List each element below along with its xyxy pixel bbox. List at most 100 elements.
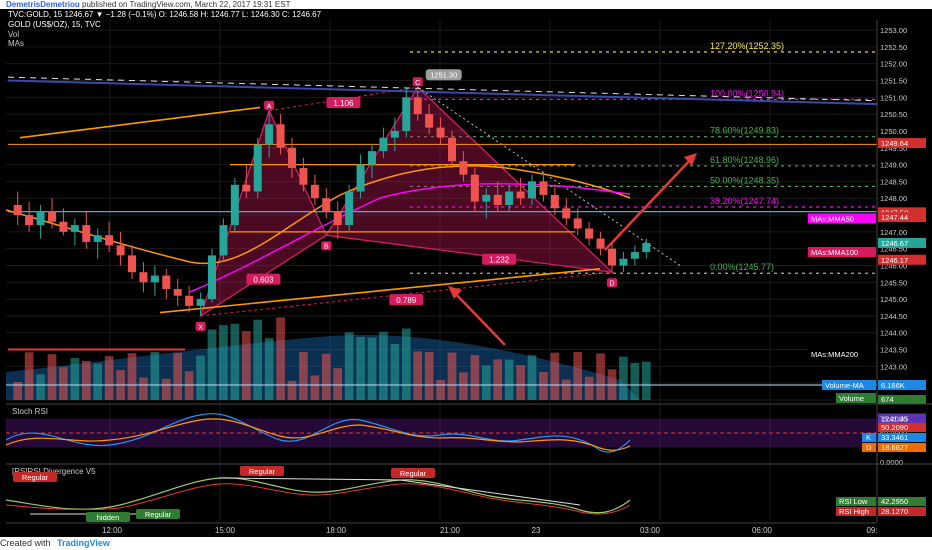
time-tick-label: 21:00 — [440, 526, 461, 535]
candle-body — [230, 184, 239, 226]
candle-body — [345, 191, 354, 226]
stoch-d-label: D — [866, 443, 872, 452]
time-axis-background — [0, 522, 932, 537]
footer-brand[interactable]: TradingView — [57, 538, 110, 548]
volume-bar — [104, 356, 114, 400]
ma-label-badge — [836, 393, 876, 403]
footer-created-with: Created with — [0, 538, 51, 548]
volume-bar — [596, 353, 605, 400]
volume-bar — [424, 352, 434, 400]
divergence-label: hidden — [97, 513, 120, 522]
volume-histogram — [6, 317, 877, 400]
stoch-d-label-badge — [862, 443, 876, 452]
candle-body — [208, 255, 216, 300]
pattern-point-badge — [321, 241, 332, 251]
trendline-dashed — [7, 76, 878, 102]
candle-body — [276, 124, 285, 148]
candle-body — [162, 275, 171, 290]
candle-body — [470, 174, 479, 202]
annotation-arrows — [448, 153, 697, 346]
volume-bar — [481, 365, 491, 400]
price-axis[interactable]: 1253.00 1252.50 1252.00 1251.50 1251.00 1250.… — [876, 20, 932, 530]
price-tick-label: 1251.00 — [880, 93, 907, 102]
stoch-level-badge — [878, 423, 926, 432]
candle-body — [608, 248, 616, 266]
price-badge-text: 1241.45 — [881, 414, 908, 423]
price-tick-label: 1243.50 — [880, 346, 907, 355]
volume-bar — [630, 362, 640, 400]
volume-bar — [310, 375, 320, 400]
stoch-k-label: K — [866, 433, 871, 442]
candle-body — [619, 258, 628, 266]
stoch-d-value: 18.6627 — [881, 443, 908, 452]
volume-bar — [299, 352, 308, 400]
volume-bar — [401, 328, 411, 400]
volume-bar — [219, 325, 228, 400]
price-tick-label: 1249.00 — [880, 161, 907, 170]
candle-body — [356, 164, 365, 192]
legend-mas: MAs — [8, 39, 24, 48]
price-badge-text: 1246.17 — [881, 256, 908, 265]
candle-body — [59, 221, 68, 232]
stoch-d-badge — [878, 443, 926, 452]
volume-bar — [59, 367, 68, 400]
stoch-k-label-badge — [862, 433, 876, 442]
candle-body — [630, 252, 639, 259]
volume-bar — [70, 358, 80, 400]
candle-body — [596, 238, 605, 249]
volume-bar — [230, 323, 240, 400]
price-tick-label: 1251.50 — [880, 77, 907, 86]
legend-title: GOLD (US$/OZ), 15, TVC — [8, 20, 101, 29]
volume-badge-text: 674 — [881, 395, 894, 404]
volume-bar — [379, 331, 388, 400]
pattern-point-label: C — [415, 80, 420, 87]
rsi-low-label-badge — [836, 497, 876, 506]
volume-bar — [287, 380, 297, 400]
price-tick-label: 1249.50 — [880, 144, 907, 153]
trendline-support — [159, 268, 601, 314]
arrow-up-right-shaft — [604, 157, 693, 251]
divergence-label: Regular — [249, 467, 276, 476]
divergence-badge — [136, 509, 180, 519]
pattern-triangle-xab — [199, 109, 328, 318]
volume-bar — [184, 371, 194, 400]
time-tick-label: 09: — [866, 526, 877, 535]
pattern-point-label: A — [267, 103, 272, 110]
stoch-rsi-pane[interactable]: Stoch RSI75.000050.000025.00000.000050.2… — [5, 403, 932, 467]
rsi-low-label: RSI Low — [839, 497, 868, 506]
candle-body — [413, 97, 422, 115]
candle-body — [265, 124, 274, 145]
divergence-line — [399, 479, 581, 506]
pattern-ratio-badge — [482, 253, 517, 265]
candle-body — [310, 184, 319, 199]
ma-label-text: MAs:MMA100 — [811, 248, 858, 257]
candle-body — [185, 295, 194, 306]
trendline-resistance — [7, 79, 878, 106]
price-badge — [878, 237, 926, 248]
price-tick-label: 1253.00 — [880, 26, 907, 35]
volume-bar — [344, 332, 354, 400]
price-badge — [878, 212, 926, 223]
volume-bar — [516, 365, 525, 400]
pattern-point-badge — [264, 100, 275, 110]
fib-level-label: 50.00%(1248.35) — [710, 175, 779, 185]
candle-body — [368, 151, 376, 165]
volume-bar — [584, 376, 594, 400]
rsi-high-label: RSI High — [839, 507, 869, 516]
divergence-badge — [240, 466, 284, 476]
candle-body — [242, 184, 251, 192]
publish-header: DemetrisDemetriou published on TradingVi… — [0, 0, 932, 9]
price-tick-label: 1248.50 — [880, 177, 907, 186]
author-link[interactable]: DemetrisDemetriou — [6, 0, 80, 9]
volume-bar — [619, 356, 628, 400]
candle-body — [459, 161, 468, 175]
divergence-label: Regular — [145, 510, 172, 519]
candle-body — [562, 208, 571, 219]
time-axis[interactable]: 12:00 15:00 18:00 21:00 23 03:00 06:00 09: — [0, 522, 932, 537]
ma-label-text: MAs:MMA200 — [811, 350, 858, 359]
time-tick-label: 03:00 — [640, 526, 661, 535]
arrow-up-left-shaft — [451, 289, 506, 346]
pattern-ratio-label: 0.789 — [396, 296, 417, 305]
